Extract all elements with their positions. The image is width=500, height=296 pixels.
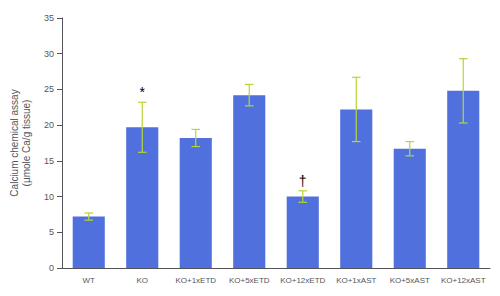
svg-text:WT: WT bbox=[83, 276, 96, 285]
svg-text:(µmole Ca/g tissue): (µmole Ca/g tissue) bbox=[21, 100, 32, 187]
svg-text:35: 35 bbox=[44, 13, 54, 23]
svg-text:KO+1xAST: KO+1xAST bbox=[336, 276, 376, 285]
svg-text:5: 5 bbox=[49, 227, 54, 237]
svg-text:30: 30 bbox=[44, 49, 54, 59]
svg-text:Calcium chemical assay: Calcium chemical assay bbox=[9, 89, 20, 196]
svg-text:KO+12xETD: KO+12xETD bbox=[280, 276, 325, 285]
svg-text:15: 15 bbox=[44, 156, 54, 166]
svg-text:20: 20 bbox=[44, 120, 54, 130]
svg-text:10: 10 bbox=[44, 192, 54, 202]
svg-text:KO: KO bbox=[136, 276, 148, 285]
svg-text:†: † bbox=[299, 173, 307, 189]
svg-text:25: 25 bbox=[44, 84, 54, 94]
svg-text:KO+5xAST: KO+5xAST bbox=[390, 276, 430, 285]
svg-text:KO+5xETD: KO+5xETD bbox=[229, 276, 270, 285]
svg-text:KO+12xAST: KO+12xAST bbox=[441, 276, 486, 285]
svg-text:KO+1xETD: KO+1xETD bbox=[175, 276, 216, 285]
svg-text:0: 0 bbox=[49, 263, 54, 273]
svg-text:*: * bbox=[140, 84, 146, 100]
